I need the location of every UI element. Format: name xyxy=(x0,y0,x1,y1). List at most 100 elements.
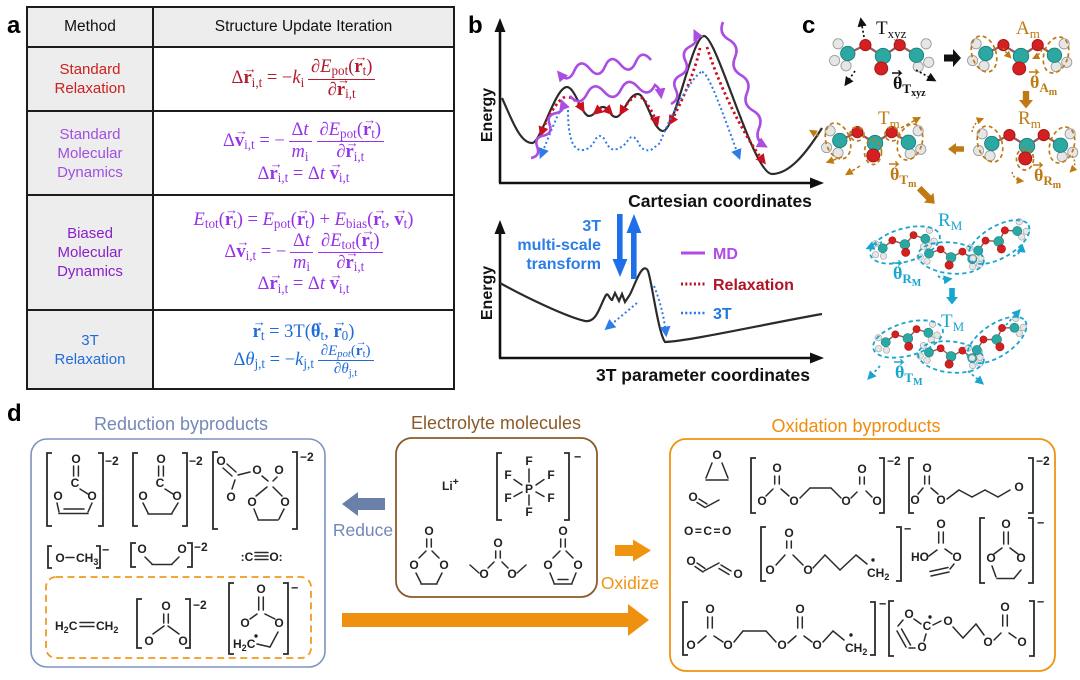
svg-text:O: O xyxy=(240,616,249,630)
svg-text:O: O xyxy=(216,454,225,468)
svg-text:Li+: Li+ xyxy=(442,476,459,493)
svg-text:O: O xyxy=(772,461,781,475)
svg-text:O: O xyxy=(952,550,961,564)
svg-text:−: − xyxy=(574,450,581,464)
svg-text:transform: transform xyxy=(526,256,601,273)
svg-text:O: O xyxy=(439,558,448,572)
svg-text:θAm: θAm xyxy=(1030,72,1058,98)
svg-text:3T: 3T xyxy=(582,218,601,235)
svg-text:TM: TM xyxy=(941,311,965,334)
svg-text:θRm: θRm xyxy=(1034,165,1062,191)
svg-text:O: O xyxy=(409,558,418,572)
svg-text:O: O xyxy=(507,567,516,581)
svg-text:O: O xyxy=(256,582,265,596)
svg-text:O: O xyxy=(138,489,147,503)
svg-text:−: − xyxy=(904,522,911,536)
svg-text:H2C: H2C xyxy=(55,619,78,635)
svg-text:O: O xyxy=(757,494,766,508)
svg-text:F: F xyxy=(504,491,511,505)
svg-text:O: O xyxy=(872,494,881,508)
svg-text:O: O xyxy=(172,489,181,503)
svg-text:O: O xyxy=(795,602,804,616)
svg-text:−: − xyxy=(879,597,886,611)
svg-text:Electrolyte molecules: Electrolyte molecules xyxy=(411,413,581,433)
svg-text:O: O xyxy=(917,640,926,654)
svg-text:O: O xyxy=(936,493,945,507)
svg-text:O: O xyxy=(71,452,80,466)
svg-text:3T: 3T xyxy=(713,306,732,323)
svg-text:O: O xyxy=(424,524,433,538)
svg-text:O: O xyxy=(87,489,96,503)
svg-text:θTm: θTm xyxy=(890,164,917,190)
svg-text:−: − xyxy=(291,581,298,595)
svg-text:MD: MD xyxy=(713,246,738,263)
svg-text:Oxidize: Oxidize xyxy=(601,573,659,593)
svg-text:O: O xyxy=(686,554,695,568)
svg-text:−: − xyxy=(102,543,109,557)
svg-text:−2: −2 xyxy=(300,450,314,464)
svg-text:O: O xyxy=(922,461,931,475)
svg-text:O: O xyxy=(943,614,952,628)
svg-text:O: O xyxy=(1000,600,1009,614)
svg-text:O: O xyxy=(705,602,714,616)
svg-text:CH3: CH3 xyxy=(76,551,98,567)
svg-text:F: F xyxy=(525,505,532,519)
svg-text:O: O xyxy=(712,448,721,462)
svg-text:RM: RM xyxy=(938,210,963,233)
svg-text:F: F xyxy=(547,468,554,482)
svg-text:Oxidation byproducts: Oxidation byproducts xyxy=(771,416,940,436)
svg-text:Reduce: Reduce xyxy=(333,520,393,540)
svg-text:−2: −2 xyxy=(1036,454,1050,468)
svg-text:O: O xyxy=(1001,517,1010,531)
svg-text:CH2: CH2 xyxy=(867,566,889,582)
svg-text:O: O xyxy=(493,536,502,550)
svg-text:O: O xyxy=(573,558,582,572)
svg-text:Relaxation: Relaxation xyxy=(713,277,794,294)
svg-text:O: O xyxy=(1014,480,1023,494)
svg-text:−2: −2 xyxy=(189,454,203,468)
svg-text::C: :C xyxy=(241,550,254,564)
svg-text:−2: −2 xyxy=(105,454,119,468)
svg-text:O: O xyxy=(479,567,488,581)
svg-text:Am: Am xyxy=(1016,18,1040,41)
svg-text:O: O xyxy=(789,494,798,508)
svg-text:O: O xyxy=(178,634,187,648)
svg-text:multi-scale: multi-scale xyxy=(517,237,601,254)
svg-text:Energy: Energy xyxy=(479,88,496,142)
svg-text:3T parameter coordinates: 3T parameter coordinates xyxy=(596,365,810,385)
svg-text:C: C xyxy=(923,619,932,633)
svg-text:O: O xyxy=(252,463,261,477)
svg-text:Cartesian coordinates: Cartesian coordinates xyxy=(628,191,812,211)
svg-text:O: O xyxy=(986,551,995,565)
svg-text:O: O xyxy=(904,607,913,621)
svg-text:O: O xyxy=(558,524,567,538)
svg-text:HO: HO xyxy=(911,550,929,564)
svg-text:H2C: H2C xyxy=(233,637,256,653)
svg-text:O: O xyxy=(161,599,170,613)
svg-text:Tm: Tm xyxy=(878,108,900,131)
svg-text:O: O xyxy=(274,463,283,477)
svg-text:θRM: θRM xyxy=(893,263,922,289)
svg-text:O: O xyxy=(1017,635,1026,649)
svg-text:O:: O: xyxy=(269,550,282,564)
svg-text:−2: −2 xyxy=(887,454,901,468)
svg-text:Reduction byproducts: Reduction byproducts xyxy=(94,414,268,434)
svg-text:O: O xyxy=(177,542,186,556)
svg-text:O=C=O: O=C=O xyxy=(684,524,733,538)
svg-text:F: F xyxy=(525,454,532,468)
svg-text:C: C xyxy=(71,476,80,490)
svg-text:−2: −2 xyxy=(193,598,207,612)
svg-text:O: O xyxy=(910,493,919,507)
svg-text:C: C xyxy=(156,476,165,490)
svg-text:−: − xyxy=(1037,595,1044,609)
svg-text:O: O xyxy=(733,567,742,581)
svg-text:F: F xyxy=(547,491,554,505)
svg-text:O: O xyxy=(686,638,695,652)
svg-text:O: O xyxy=(1016,551,1025,565)
svg-text:θTxyz: θTxyz xyxy=(893,73,926,99)
svg-text:CH2: CH2 xyxy=(845,641,867,657)
svg-text:Energy: Energy xyxy=(479,266,496,320)
svg-text:O: O xyxy=(55,551,64,565)
svg-text:Txyz: Txyz xyxy=(876,18,907,41)
svg-text:O: O xyxy=(936,517,945,531)
